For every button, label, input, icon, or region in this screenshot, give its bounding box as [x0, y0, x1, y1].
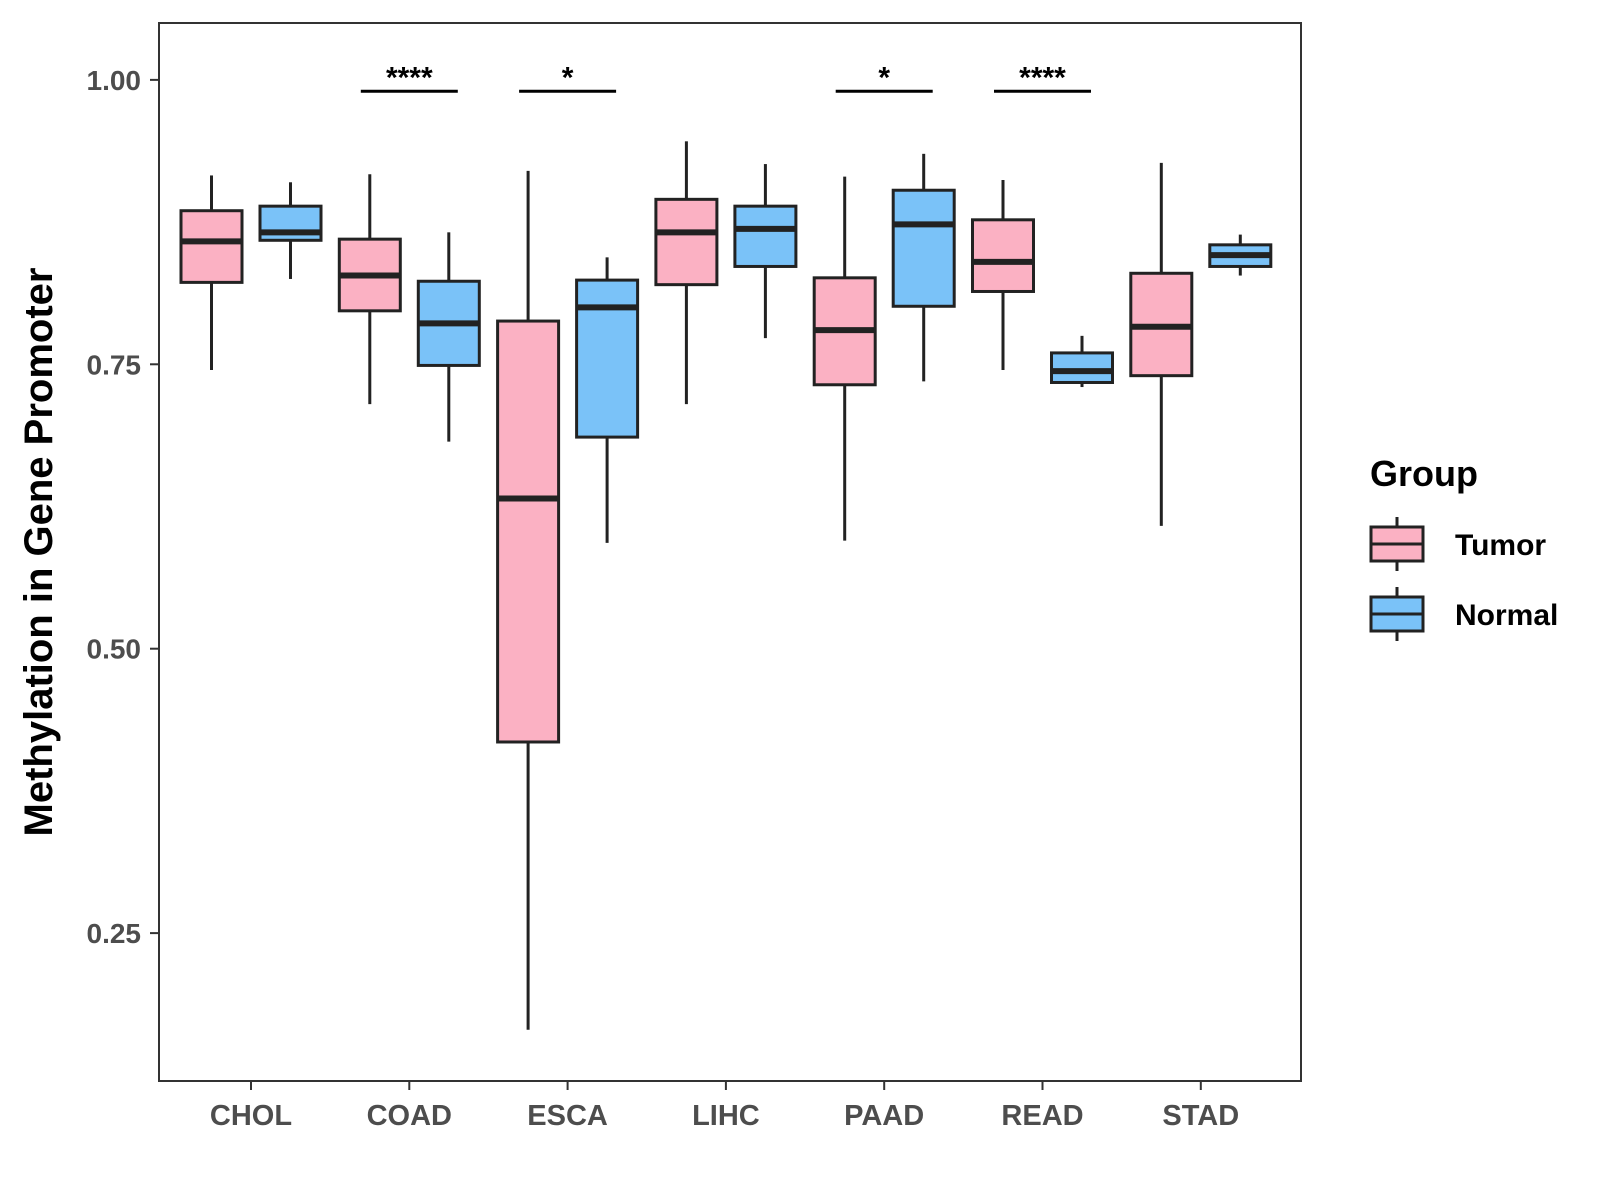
x-tick-label: READ: [1001, 1100, 1083, 1132]
x-tick-label: CHOL: [210, 1100, 292, 1132]
y-axis-title: Methylation in Gene Promoter: [17, 268, 61, 837]
legend-entry-tumor: Tumor: [1369, 517, 1546, 571]
normal-box-esca: [575, 257, 640, 543]
legend-title: Group: [1370, 453, 1478, 494]
tumor-box-esca: [496, 170, 561, 1030]
normal-box-chol: [258, 182, 323, 279]
legend-label: Tumor: [1455, 529, 1546, 562]
box-iqr: [179, 209, 244, 284]
y-axis: 0.25 0.50 0.75 1.00: [87, 65, 159, 949]
legend: Group Tumor Normal: [1369, 453, 1558, 641]
x-tick-label: PAAD: [844, 1100, 924, 1132]
box-iqr: [496, 319, 561, 744]
significance-label: ****: [1019, 61, 1066, 94]
legend-entry-normal: Normal: [1369, 587, 1558, 641]
box-iqr: [1050, 351, 1114, 384]
tumor-box-stad: [1129, 162, 1194, 526]
normal-box-read: [1050, 335, 1114, 388]
x-tick-label: ESCA: [527, 1100, 608, 1132]
y-tick-label: 0.50: [87, 634, 142, 665]
significance-label: *: [562, 61, 574, 94]
tumor-box-read: [971, 179, 1035, 370]
normal-box-lihc: [733, 164, 798, 339]
tumor-box-chol: [179, 175, 244, 370]
tumor-box-paad: [812, 176, 877, 541]
plot-panel: [158, 22, 1302, 1082]
box-iqr: [891, 188, 956, 308]
x-tick-label: LIHC: [692, 1100, 760, 1132]
normal-box-coad: [416, 232, 481, 442]
tumor-box-lihc: [654, 141, 719, 405]
box-iqr: [575, 278, 640, 439]
boxes-layer: [179, 141, 1273, 1030]
box-iqr: [654, 197, 719, 287]
y-tick-label: 0.25: [87, 918, 142, 949]
x-tick-label: STAD: [1162, 1100, 1239, 1132]
normal-box-paad: [891, 153, 956, 382]
x-axis: CHOL COAD ESCA LIHC PAAD READ STAD: [210, 1081, 1239, 1132]
box-iqr: [971, 218, 1035, 293]
significance-label: ****: [386, 61, 433, 94]
y-tick-label: 0.75: [87, 349, 142, 380]
legend-label: Normal: [1455, 599, 1558, 632]
significance-layer: **** * * ****: [360, 61, 1091, 94]
box-iqr: [733, 204, 798, 268]
y-tick-label: 1.00: [87, 65, 142, 96]
x-tick-label: COAD: [367, 1100, 452, 1132]
tumor-box-coad: [337, 174, 402, 405]
normal-box-stad: [1208, 234, 1273, 276]
significance-label: *: [878, 61, 890, 94]
